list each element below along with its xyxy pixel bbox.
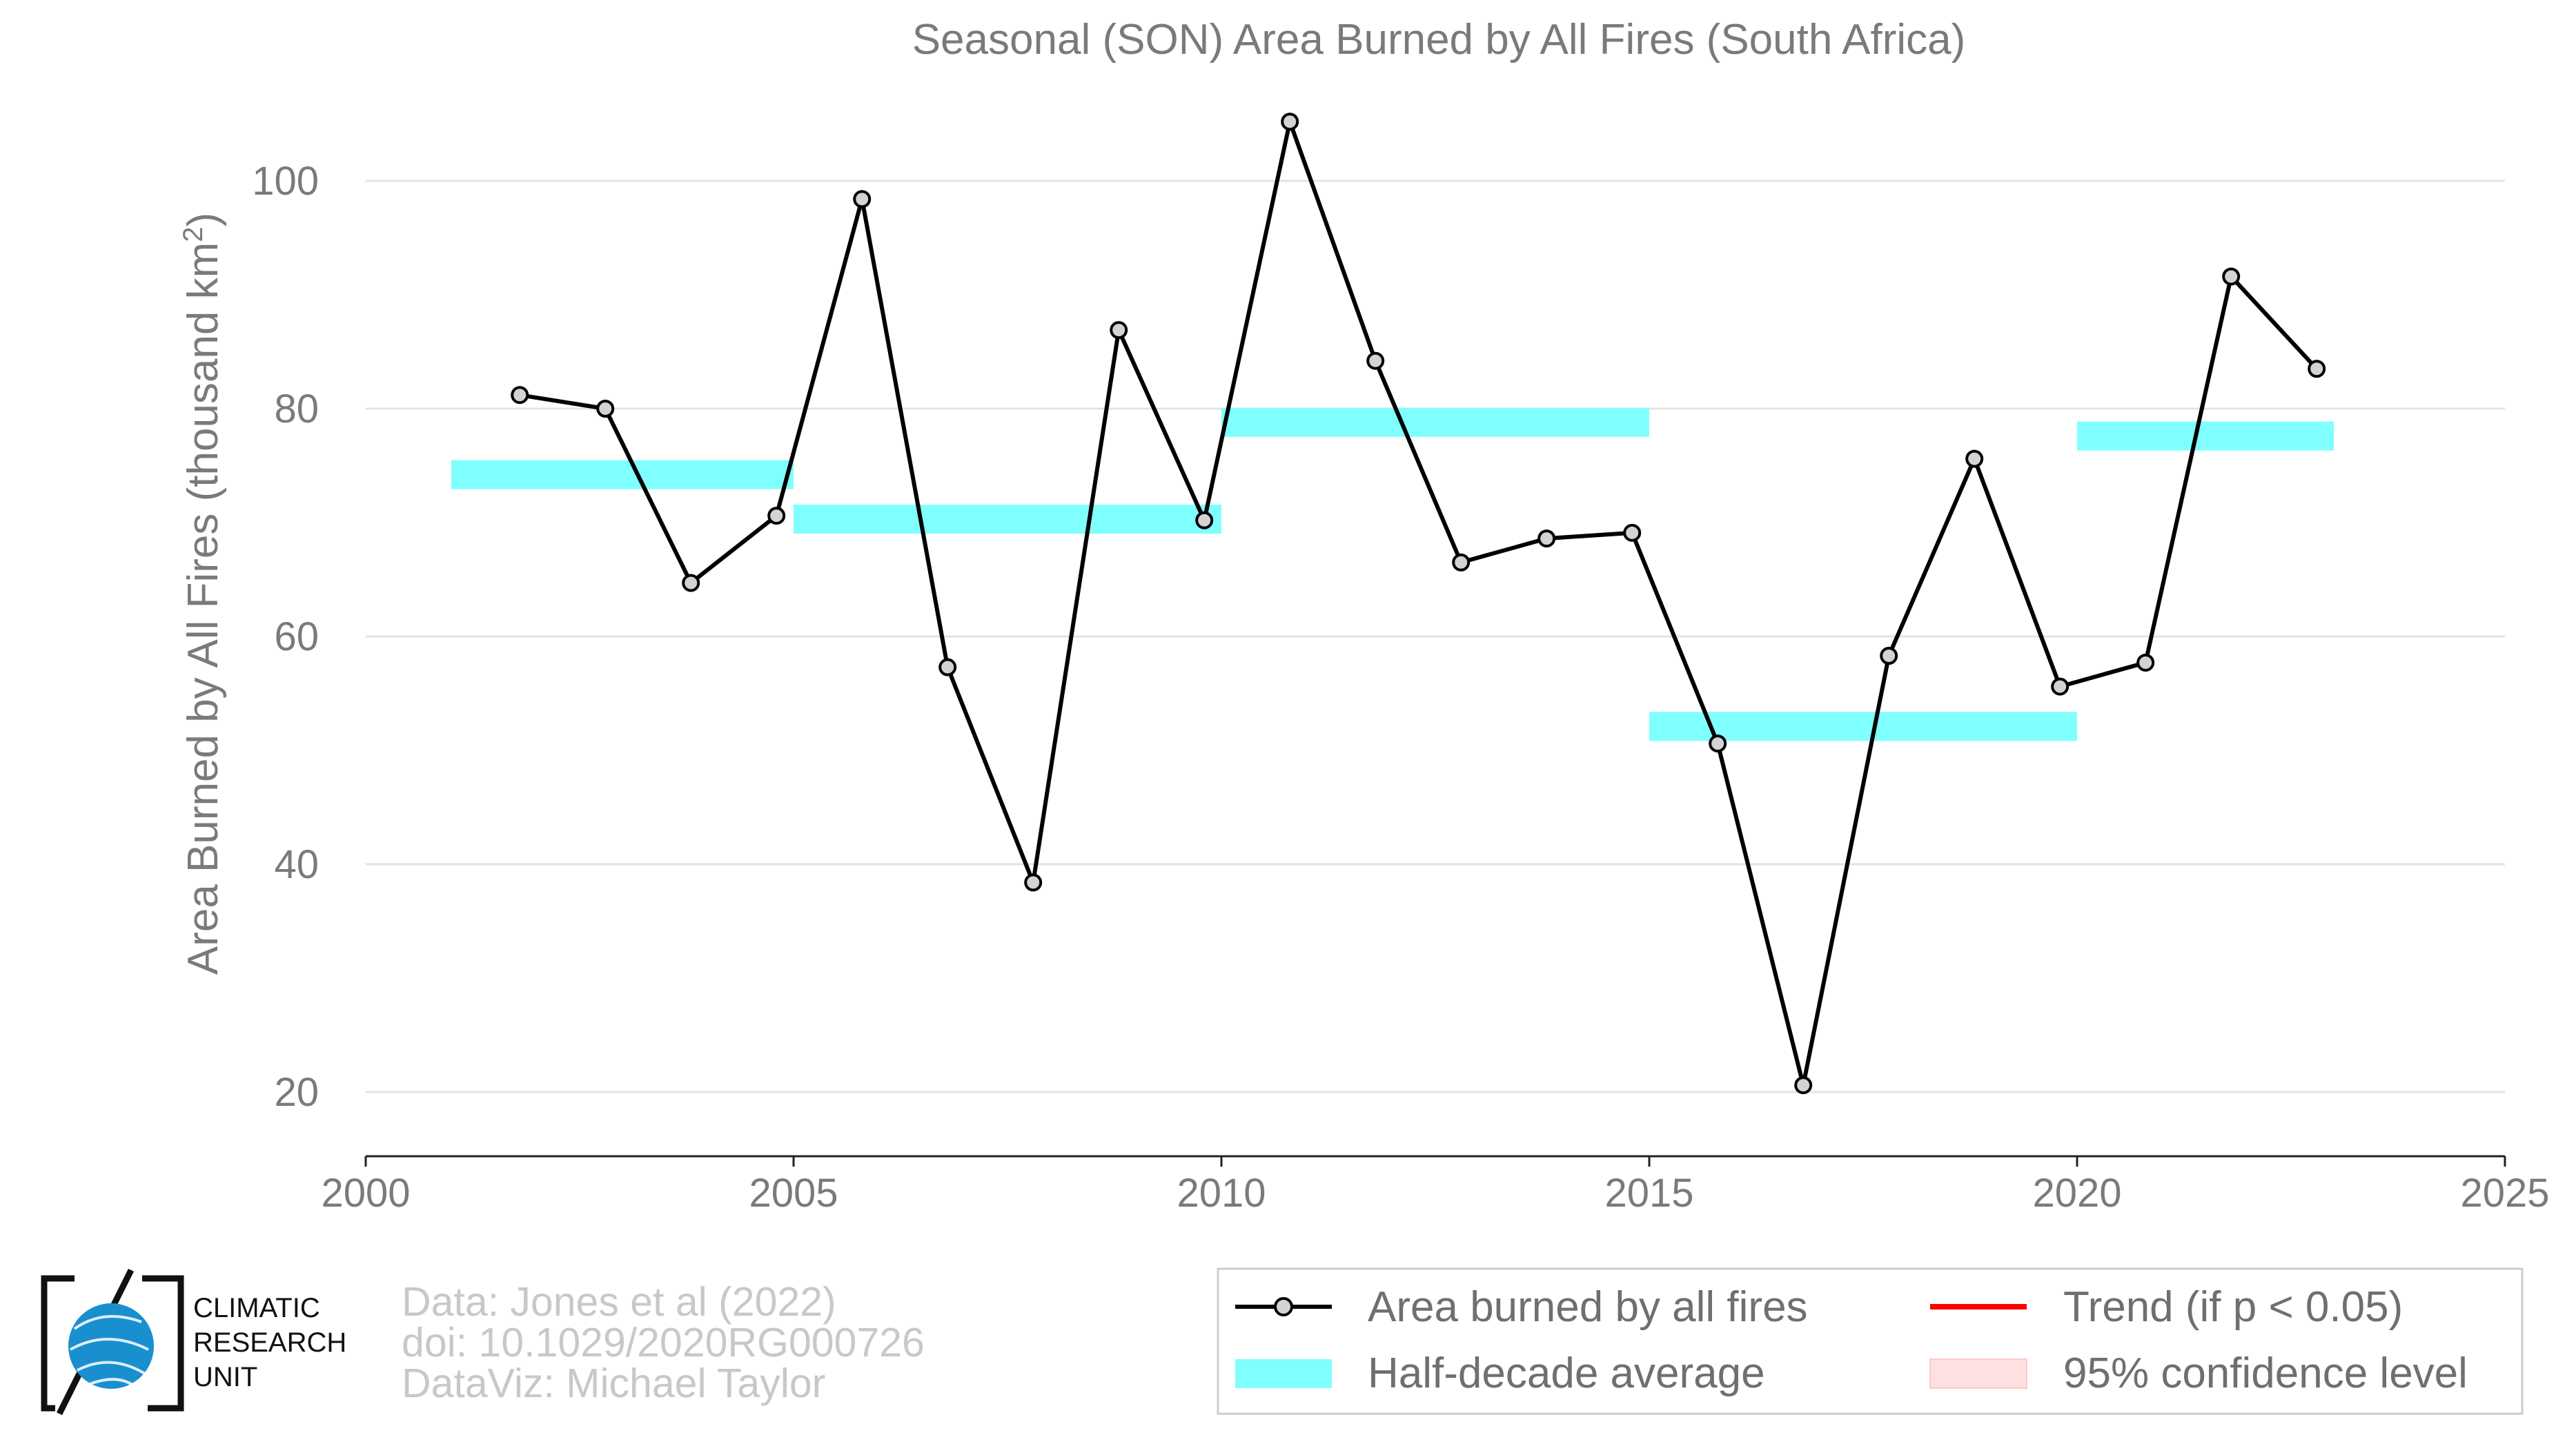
y-tick-label-60: 60 (274, 614, 319, 659)
data-point-20 (2222, 267, 2241, 286)
data-point-0 (511, 386, 529, 405)
y-axis-label-superscript: 2 (178, 227, 208, 242)
y-axis-label-end: ) (179, 213, 227, 227)
y-tick-label-40: 40 (274, 842, 319, 887)
logo-bracket-left-icon (41, 1275, 75, 1412)
x-tick-label-2015: 2015 (1604, 1171, 1693, 1216)
legend-label-half-decade: Half-decade average (1368, 1350, 1765, 1397)
data-point-17 (1965, 449, 1984, 468)
legend-swatch-area-burned-marker (1274, 1297, 1293, 1316)
data-point-15 (1794, 1076, 1813, 1095)
logo-text-line3: UNIT (193, 1362, 257, 1392)
x-tick-label-2010: 2010 (1177, 1171, 1266, 1216)
x-tick-label-2000: 2000 (321, 1171, 410, 1216)
data-point-7 (1110, 321, 1128, 340)
globe-swirl-icon (70, 1315, 149, 1387)
y-axis-label: Area Burned by All Fires (thousand km2) (178, 213, 227, 975)
data-point-13 (1623, 523, 1642, 542)
credit-doi: doi: 10.1029/2020RG000726 (402, 1320, 925, 1365)
gridlines (366, 179, 2505, 1093)
data-point-18 (2051, 677, 2069, 696)
data-point-4 (853, 190, 872, 208)
x-axis-ticks: 2000 2005 2010 2015 2020 2025 (321, 1156, 2550, 1216)
data-points (511, 113, 2326, 1095)
y-axis-ticks: 20 40 60 80 100 (252, 159, 319, 1115)
credit-data-source: Data: Jones et al (2022) (402, 1279, 836, 1325)
logo-text-line1: CLIMATIC (193, 1293, 320, 1323)
chart-title: Seasonal (SON) Area Burned by All Fires … (912, 16, 1966, 64)
legend-label-trend: Trend (if p < 0.05) (2063, 1283, 2403, 1331)
x-tick-label-2020: 2020 (2032, 1171, 2121, 1216)
half-decade-average-bands (451, 407, 2334, 741)
legend-swatch-confidence (1929, 1359, 2027, 1389)
y-tick-label-80: 80 (274, 387, 319, 431)
data-point-5 (938, 658, 957, 676)
y-tick-label-20: 20 (274, 1070, 319, 1115)
legend-frame (1217, 1267, 2524, 1415)
data-point-9 (1281, 113, 1299, 131)
data-point-14 (1709, 734, 1727, 753)
data-point-6 (1024, 873, 1043, 892)
legend-swatch-half-decade (1235, 1359, 1332, 1388)
half-decade-band-4 (2077, 421, 2334, 451)
series-line-group (519, 119, 2319, 1088)
y-axis-label-main: Area Burned by All Fires (thousand km (179, 242, 227, 975)
data-point-21 (2308, 360, 2326, 378)
data-point-2 (682, 574, 700, 592)
legend-label-area-burned: Area burned by all fires (1368, 1283, 1808, 1331)
data-point-3 (767, 507, 786, 525)
y-tick-label-100: 100 (252, 159, 319, 204)
half-decade-band-0 (451, 460, 794, 489)
cru-logo: CLIMATIC RESEARCH UNIT (41, 1268, 346, 1416)
half-decade-band-1 (794, 505, 1221, 534)
x-tick-label-2025: 2025 (2460, 1171, 2549, 1216)
half-decade-band-2 (1221, 407, 1649, 437)
data-point-12 (1537, 529, 1556, 548)
legend-label-confidence: 95% confidence level (2063, 1350, 2468, 1397)
x-tick-label-2005: 2005 (749, 1171, 838, 1216)
data-point-11 (1452, 553, 1471, 572)
data-point-19 (2136, 653, 2155, 672)
logo-text-line2: RESEARCH (193, 1327, 346, 1358)
data-point-8 (1195, 511, 1214, 529)
series-line-area-burned (519, 119, 2319, 1088)
credit-dataviz: DataViz: Michael Taylor (402, 1361, 825, 1406)
data-point-1 (596, 400, 615, 418)
legend: Area burned by all fires Trend (if p < 0… (1217, 1267, 2524, 1415)
data-point-16 (1880, 647, 1898, 665)
data-point-10 (1366, 351, 1385, 370)
logo-bracket-right-icon (142, 1275, 184, 1412)
